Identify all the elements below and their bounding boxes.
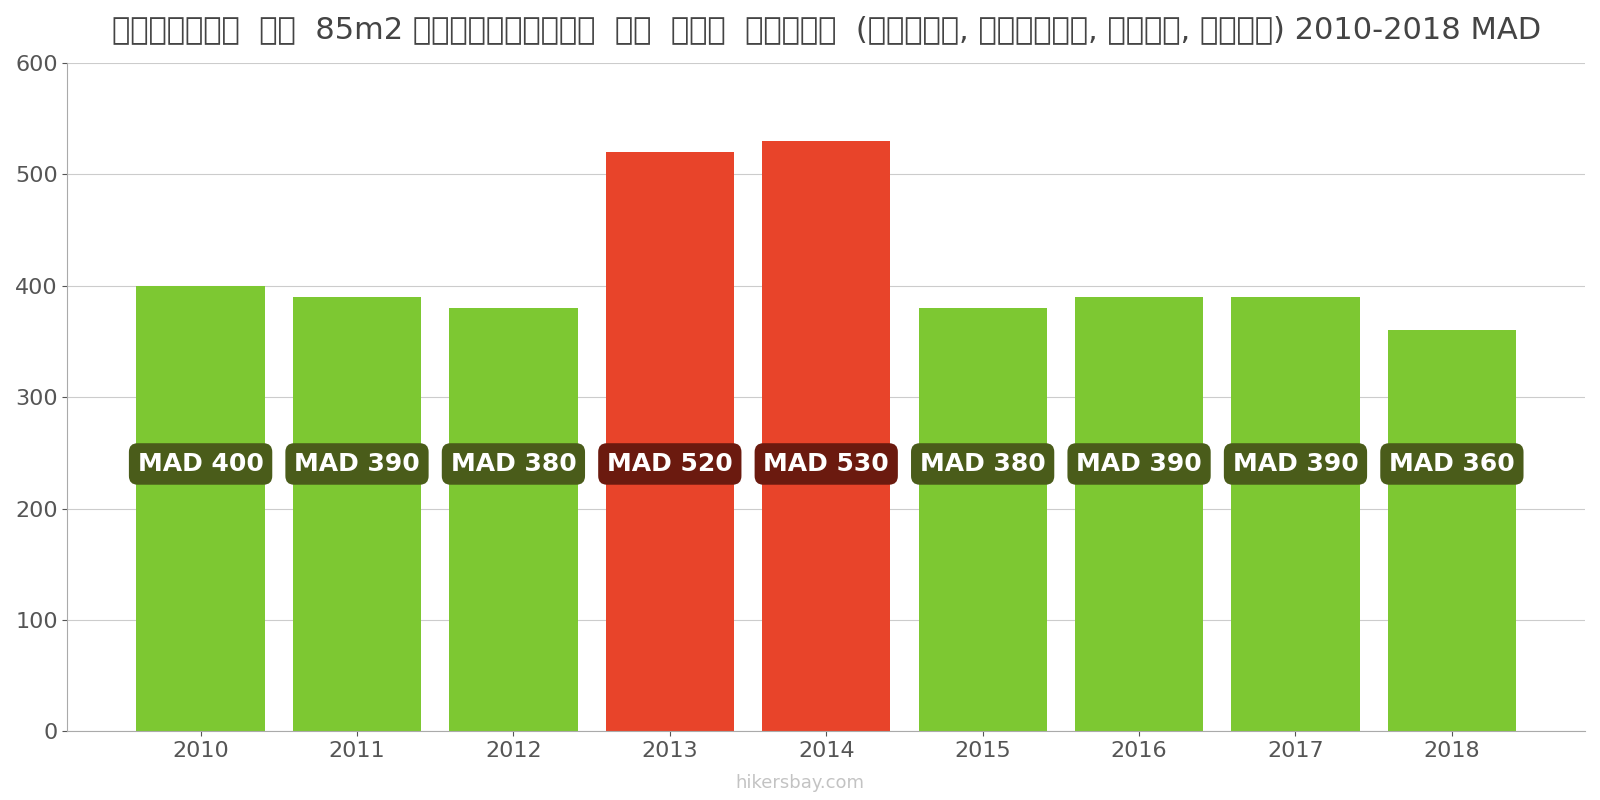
Text: MAD 520: MAD 520 [606,452,733,476]
Bar [450,308,578,731]
Bar [293,297,421,731]
Title: मोरक्को  एक  85m2 अपार्टमेंट  के  लिए  शुल्क  (बिजली, हीटिंग, पानी, कचरा) 2010-2: मोरक्को एक 85m2 अपार्टमेंट के लिए शुल्क … [112,15,1541,44]
Bar [762,141,890,731]
Bar [918,308,1046,731]
Bar [1075,297,1203,731]
Text: MAD 390: MAD 390 [294,452,419,476]
Text: MAD 380: MAD 380 [451,452,576,476]
Text: MAD 390: MAD 390 [1077,452,1202,476]
Text: MAD 400: MAD 400 [138,452,264,476]
Bar [606,152,734,731]
Bar [1232,297,1360,731]
Text: MAD 380: MAD 380 [920,452,1045,476]
Bar [136,286,264,731]
Text: hikersbay.com: hikersbay.com [736,774,864,792]
Bar [1387,330,1517,731]
Text: MAD 360: MAD 360 [1389,452,1515,476]
Text: MAD 530: MAD 530 [763,452,890,476]
Text: MAD 390: MAD 390 [1232,452,1358,476]
